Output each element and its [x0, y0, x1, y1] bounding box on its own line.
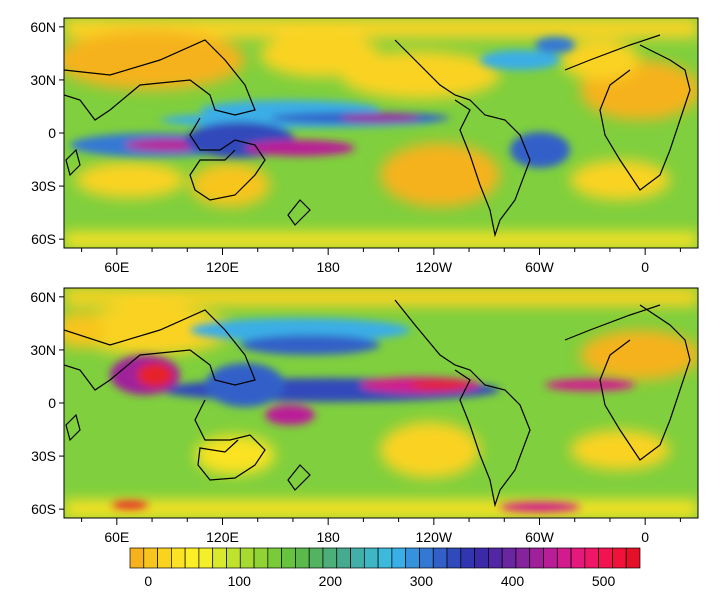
colorbar-swatch	[460, 547, 475, 569]
bottom-wet-zones	[110, 318, 635, 512]
colorbar-swatch	[501, 547, 517, 569]
bottom-lon-label: 120W	[416, 529, 453, 545]
colorbar-swatch	[446, 547, 462, 569]
colorbar-swatch	[570, 547, 586, 569]
colorbar-swatch	[336, 547, 351, 569]
colorbar-swatch	[474, 547, 489, 569]
top-lon-axis: 60E 120E 180 120W 60W 0	[81, 248, 681, 275]
bottom-lon-label: 0	[641, 529, 649, 545]
top-lon-label: 180	[316, 259, 340, 275]
colorbar-swatch	[529, 547, 544, 569]
colorbar-swatch	[295, 547, 310, 569]
colorbar-swatch	[556, 547, 572, 569]
colorbar-swatch	[625, 547, 641, 569]
colorbar-swatch	[253, 547, 269, 569]
colorbar-swatch	[157, 547, 172, 569]
top-lon-label: 120W	[416, 259, 453, 275]
bottom-coastlines	[64, 299, 691, 508]
colorbar-swatch	[543, 547, 558, 569]
colorbar-swatch	[432, 547, 448, 569]
colorbar-swatch	[308, 547, 324, 569]
colorbar-swatch	[226, 547, 241, 569]
colorbar-swatch	[212, 547, 227, 569]
top-dry-zones	[64, 18, 698, 248]
bottom-lon-label: 60E	[104, 529, 129, 545]
top-lat-axis: 60N 30N 0 30S 60S	[30, 19, 64, 247]
colorbar-swatch	[350, 547, 365, 569]
top-wet-zones	[70, 37, 575, 168]
colorbar-swatch	[419, 547, 434, 569]
bottom-lon-label: 120E	[206, 529, 239, 545]
bottom-lat-label: 30S	[31, 448, 56, 464]
bottom-lon-label: 60W	[525, 529, 555, 545]
top-lon-label: 60E	[104, 259, 129, 275]
colorbar-labels: 0 100 200 300 400 500	[144, 573, 615, 589]
top-lat-label: 30N	[30, 72, 56, 88]
colorbar-swatch	[281, 547, 296, 569]
colorbar-swatch	[391, 547, 407, 569]
colorbar-label: 400	[501, 573, 525, 589]
bottom-lon-axis: 60E 120E 180 120W 60W 0	[81, 518, 681, 545]
colorbar-swatches	[129, 547, 641, 569]
colorbar-label: 300	[410, 573, 434, 589]
colorbar-label: 0	[144, 573, 152, 589]
top-map-panel: 60N 30N 0 30S 60S 60E 120E 180 120W 60W 0	[30, 17, 699, 275]
colorbar-swatch	[598, 547, 613, 569]
top-coastlines	[64, 34, 691, 238]
top-lon-label: 0	[641, 259, 649, 275]
top-lat-label: 60S	[31, 231, 56, 247]
colorbar-swatch	[129, 547, 145, 569]
colorbar-swatch	[612, 547, 627, 569]
colorbar-swatch	[584, 547, 599, 569]
top-lon-label: 120E	[206, 259, 239, 275]
bottom-map-field	[64, 288, 698, 518]
bottom-lat-label: 60S	[31, 501, 56, 517]
colorbar-label: 100	[228, 573, 252, 589]
colorbar-swatch	[405, 547, 420, 569]
colorbar-swatch	[239, 547, 255, 569]
bottom-lat-label: 30N	[30, 342, 56, 358]
colorbar-swatch	[515, 547, 531, 569]
colorbar-swatch	[322, 547, 338, 569]
colorbar-label: 500	[592, 573, 616, 589]
colorbar-swatch	[171, 547, 186, 569]
colorbar-swatch	[143, 547, 158, 569]
top-map-field	[64, 18, 698, 248]
top-lat-label: 60N	[30, 19, 56, 35]
top-lon-label: 60W	[525, 259, 555, 275]
colorbar-swatch	[488, 547, 503, 569]
colorbar-swatch	[377, 547, 393, 569]
bottom-lon-label: 180	[316, 529, 340, 545]
colorbar-swatch	[363, 547, 379, 569]
colorbar-swatch	[267, 547, 282, 569]
colorbar-swatch	[184, 547, 200, 569]
top-lat-label: 0	[48, 125, 56, 141]
bottom-lat-axis: 60N 30N 0 30S 60S	[30, 289, 64, 517]
top-lat-label: 30S	[31, 178, 56, 194]
bottom-lat-label: 0	[48, 395, 56, 411]
bottom-lat-label: 60N	[30, 289, 56, 305]
colorbar-label: 200	[319, 573, 343, 589]
bottom-map-panel: 60N 30N 0 30S 60S 60E 120E 180 120W 60W 0	[30, 287, 699, 545]
colorbar: 0 100 200 300 400 500	[129, 547, 641, 589]
colorbar-swatch	[198, 547, 214, 569]
